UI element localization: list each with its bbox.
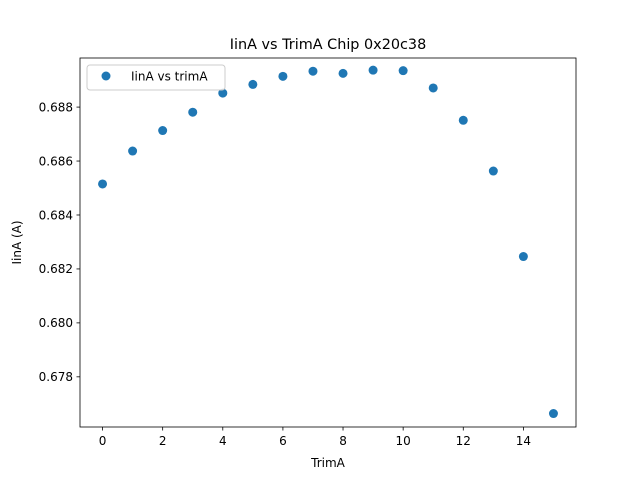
x-tick-label: 8 [339, 434, 347, 448]
chart-title: IinA vs TrimA Chip 0x20c38 [230, 37, 426, 53]
data-point [248, 79, 258, 89]
legend-label: IinA vs trimA [131, 70, 208, 84]
x-tick-label: 0 [99, 434, 107, 448]
y-tick-label: 0.678 [39, 370, 73, 384]
plot-area [80, 58, 576, 427]
x-axis-ticks: 0 2 4 6 8 10 12 14 [99, 427, 531, 448]
x-axis-label: TrimA [310, 456, 346, 470]
data-point [98, 179, 108, 189]
y-tick-label: 0.680 [39, 316, 73, 330]
y-tick-label: 0.686 [39, 154, 73, 168]
data-point [368, 65, 378, 75]
x-tick-label: 4 [219, 434, 227, 448]
data-point [428, 83, 438, 93]
data-point [128, 146, 138, 156]
legend-box [86, 64, 226, 91]
data-point [308, 66, 318, 76]
scatter-points [98, 65, 558, 419]
data-point [458, 115, 468, 125]
legend-marker [101, 71, 111, 81]
y-tick-label: 0.688 [39, 100, 73, 114]
x-tick-label: 14 [516, 434, 531, 448]
x-tick-label: 6 [279, 434, 287, 448]
x-tick-label: 12 [456, 434, 471, 448]
legend: IinA vs trimA [86, 64, 226, 91]
data-point [518, 252, 528, 262]
data-point [488, 166, 498, 176]
y-axis-ticks: 0.678 0.680 0.682 0.684 0.686 0.688 [39, 100, 80, 384]
y-tick-label: 0.684 [39, 208, 73, 222]
x-tick-label: 2 [159, 434, 167, 448]
data-point [188, 107, 198, 117]
y-axis-label: IinA (A) [10, 220, 24, 264]
data-point [398, 66, 408, 76]
data-point [338, 68, 348, 78]
data-point [158, 126, 168, 136]
y-tick-label: 0.682 [39, 262, 73, 276]
data-point [218, 88, 228, 98]
x-tick-label: 10 [396, 434, 411, 448]
plot-frame [79, 57, 577, 428]
data-point [278, 71, 288, 81]
data-point [548, 409, 558, 419]
